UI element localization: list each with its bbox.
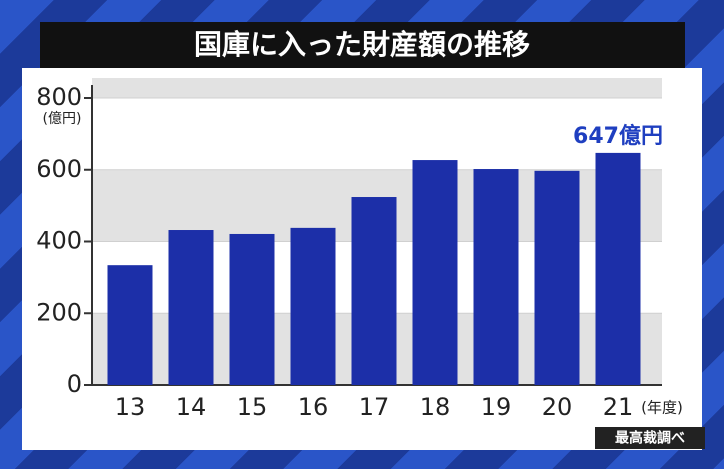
value-label: 647億円 [573, 123, 663, 149]
x-tick-label: 19 [481, 393, 512, 421]
bar [412, 160, 458, 385]
x-tick-label: 20 [542, 393, 573, 421]
x-tick-label: 14 [176, 393, 207, 421]
bar [351, 197, 397, 385]
chart-title: 国庫に入った財産額の推移 [194, 28, 530, 61]
x-tick-label: 18 [420, 393, 451, 421]
x-unit: (年度) [641, 399, 683, 417]
bar [534, 170, 580, 385]
bar [290, 227, 336, 385]
header-band [92, 78, 662, 98]
x-tick-label: 15 [237, 393, 268, 421]
bar [595, 152, 641, 385]
source: 最高裁調べ [615, 430, 685, 447]
y-tick-label: 600 [36, 155, 82, 183]
x-tick-label: 16 [298, 393, 329, 421]
title-bar [40, 22, 685, 68]
x-tick-label: 17 [359, 393, 390, 421]
y-unit: (億円) [43, 111, 82, 127]
x-tick-label: 13 [115, 393, 146, 421]
y-tick-label: 800 [36, 83, 82, 111]
y-tick-label: 0 [67, 370, 82, 398]
bar [229, 233, 275, 385]
bar [168, 230, 214, 385]
y-tick-label: 400 [36, 227, 82, 255]
x-tick-label: 21 [603, 393, 634, 421]
bar [473, 169, 519, 385]
bar [107, 265, 153, 385]
y-tick-label: 200 [36, 298, 82, 326]
source-box [595, 427, 705, 449]
